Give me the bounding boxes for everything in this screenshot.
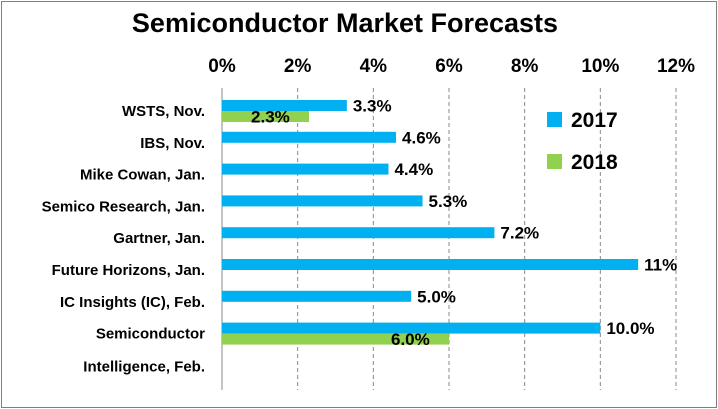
category-label: Semico Research, Jan. xyxy=(42,198,205,215)
bar-2017 xyxy=(222,195,423,207)
category-label: Mike Cowan, Jan. xyxy=(80,167,205,184)
category-label: IC Insights (IC), Feb. xyxy=(60,294,205,311)
bar-2017 xyxy=(222,163,389,175)
data-label-2017: 4.6% xyxy=(402,128,441,147)
data-label-2017: 5.0% xyxy=(417,287,456,306)
data-label-2017: 5.3% xyxy=(429,192,468,211)
bar-2017 xyxy=(222,131,397,143)
legend-swatch-2017 xyxy=(547,112,562,127)
data-label-2017: 7.2% xyxy=(500,224,539,243)
bar-2017 xyxy=(222,227,495,239)
bar-2018 xyxy=(222,111,310,122)
data-label-2017: 4.4% xyxy=(394,160,433,179)
category-label: Intelligence, Feb. xyxy=(83,359,205,376)
x-tick-label: 10% xyxy=(581,56,619,77)
bar-2017 xyxy=(222,322,601,334)
chart-title: Semiconductor Market Forecasts xyxy=(131,8,559,38)
bar-2017 xyxy=(222,100,347,111)
bar-2017 xyxy=(222,259,639,270)
data-label-2018: 2.3% xyxy=(251,108,290,127)
x-tick-label: 2% xyxy=(284,56,312,77)
x-tick-label: 4% xyxy=(360,56,388,77)
legend-label-2018: 2018 xyxy=(571,151,618,174)
legend-swatch-2018 xyxy=(547,154,562,169)
x-tick-label: 12% xyxy=(657,56,695,77)
category-label: IBS, Nov. xyxy=(140,135,205,152)
category-label: Future Horizons, Jan. xyxy=(52,262,205,279)
x-tick-label: 6% xyxy=(435,56,463,77)
data-label-2017: 11% xyxy=(644,256,677,275)
x-tick-label: 8% xyxy=(511,56,539,77)
bar-2018 xyxy=(222,333,449,345)
data-label-2017: 3.3% xyxy=(353,97,392,116)
category-label: Gartner, Jan. xyxy=(113,230,205,247)
x-tick-label: 0% xyxy=(208,56,236,77)
category-label: Semiconductor xyxy=(96,326,205,343)
legend-label-2017: 2017 xyxy=(571,109,618,132)
bar-2017 xyxy=(222,290,412,302)
data-label-2017: 10.0% xyxy=(606,319,654,338)
category-label: WSTS, Nov. xyxy=(122,103,205,120)
data-label-2018: 6.0% xyxy=(391,330,430,349)
